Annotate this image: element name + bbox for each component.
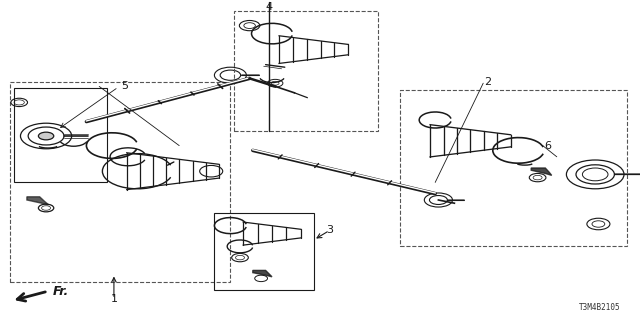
Text: Fr.: Fr. [52, 285, 68, 298]
Bar [234, 11, 378, 131]
Bar [10, 82, 230, 282]
Text: 6: 6 [544, 140, 551, 151]
Text: 5: 5 [122, 81, 128, 92]
Text: 2: 2 [484, 76, 491, 87]
Polygon shape [253, 270, 272, 277]
Text: 1: 1 [111, 294, 117, 304]
Polygon shape [27, 197, 49, 205]
Bar [14, 88, 107, 182]
Text: T3M4B2105: T3M4B2105 [579, 303, 621, 312]
Text: 4: 4 [265, 2, 273, 12]
Bar [214, 213, 314, 290]
Text: 3: 3 [326, 225, 333, 236]
Circle shape [38, 132, 54, 140]
Bar [400, 90, 627, 246]
Polygon shape [531, 168, 552, 175]
